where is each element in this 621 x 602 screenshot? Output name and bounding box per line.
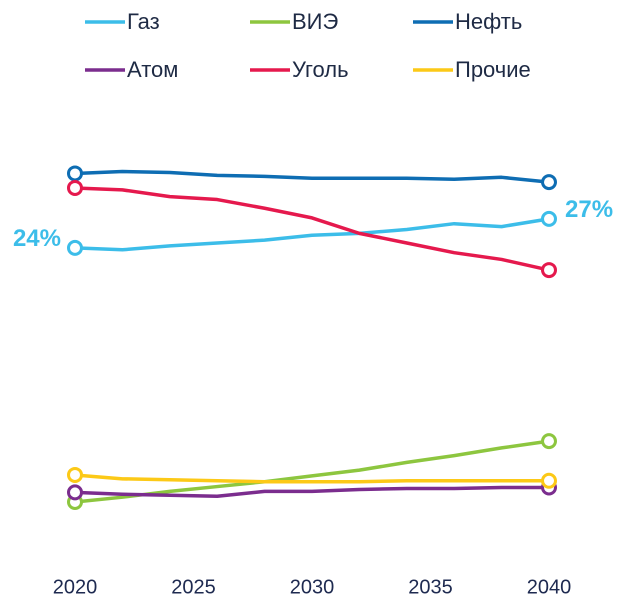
legend-label: Атом bbox=[127, 57, 178, 82]
end-marker bbox=[67, 466, 83, 483]
end-marker bbox=[541, 433, 557, 450]
series-line bbox=[74, 473, 549, 484]
legend-label: Нефть bbox=[455, 9, 522, 34]
legend-label: Уголь bbox=[292, 57, 349, 82]
x-tick-label: 2035 bbox=[408, 576, 453, 598]
end-marker bbox=[67, 239, 83, 256]
end-marker bbox=[67, 179, 83, 196]
legend-label: Прочие bbox=[455, 57, 531, 82]
end-marker bbox=[67, 165, 83, 182]
series-line bbox=[74, 186, 550, 272]
x-tick-label: 2025 bbox=[171, 576, 216, 598]
series-line bbox=[74, 169, 550, 184]
x-tick-label: 2020 bbox=[53, 576, 98, 598]
end-marker bbox=[67, 484, 83, 501]
end-marker bbox=[541, 210, 557, 227]
legend-label: Газ bbox=[127, 9, 160, 34]
value-label: 27% bbox=[565, 196, 613, 223]
legend-label: ВИЭ bbox=[292, 9, 338, 34]
x-tick-label: 2030 bbox=[290, 576, 335, 598]
series-line bbox=[74, 217, 550, 252]
value-label: 24% bbox=[13, 225, 61, 252]
end-marker bbox=[541, 174, 557, 191]
series-line bbox=[74, 485, 549, 498]
end-marker bbox=[541, 262, 557, 279]
end-marker bbox=[541, 472, 557, 489]
x-tick-label: 2040 bbox=[527, 576, 572, 598]
